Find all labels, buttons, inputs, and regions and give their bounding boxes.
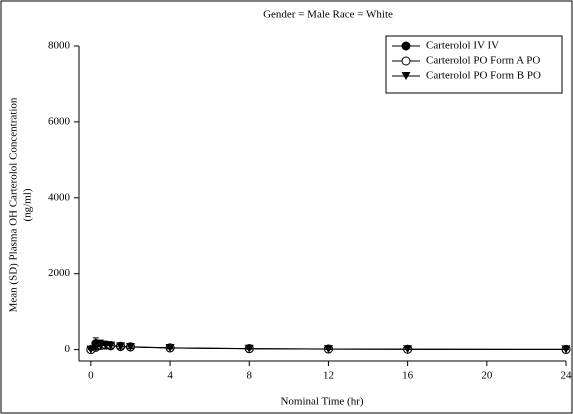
legend-box [385,35,563,94]
marker [86,345,96,354]
marker [323,345,333,354]
marker [561,345,571,354]
marker [106,341,116,350]
y-tick-label: 6000 [48,115,71,127]
legend-marker [401,56,411,66]
x-tick-label: 20 [481,370,493,382]
x-axis-label: Nominal Time (hr) [280,396,363,408]
x-tick-label: 8 [247,370,253,382]
y-tick-label: 4000 [48,191,71,203]
x-tick-label: 16 [402,370,414,382]
x-tick-label: 0 [88,370,94,382]
y-tick-label: 2000 [48,267,71,279]
marker [165,344,175,353]
marker [125,342,135,351]
legend-marker [401,41,411,51]
x-tick-label: 12 [323,370,334,382]
marker [116,342,126,351]
y-tick-label: 0 [65,343,71,355]
marker [244,344,254,353]
marker [91,343,101,352]
marker [403,345,413,354]
x-tick-label: 4 [167,370,173,382]
legend-label: Carterolol IV IV [426,40,499,52]
legend-marker [401,72,411,80]
y-axis-label: (ng/ml) [22,188,34,221]
chart-title: Gender = Male Race = White [263,9,393,21]
y-axis-label: Mean (SD) Plasma OH Carterolol Concentra… [8,97,20,312]
y-tick-label: 8000 [48,40,71,52]
x-tick-label: 24 [561,370,573,382]
legend-label: Carterolol PO Form A PO [426,55,540,67]
legend-label: Carterolol PO Form B PO [426,70,541,82]
